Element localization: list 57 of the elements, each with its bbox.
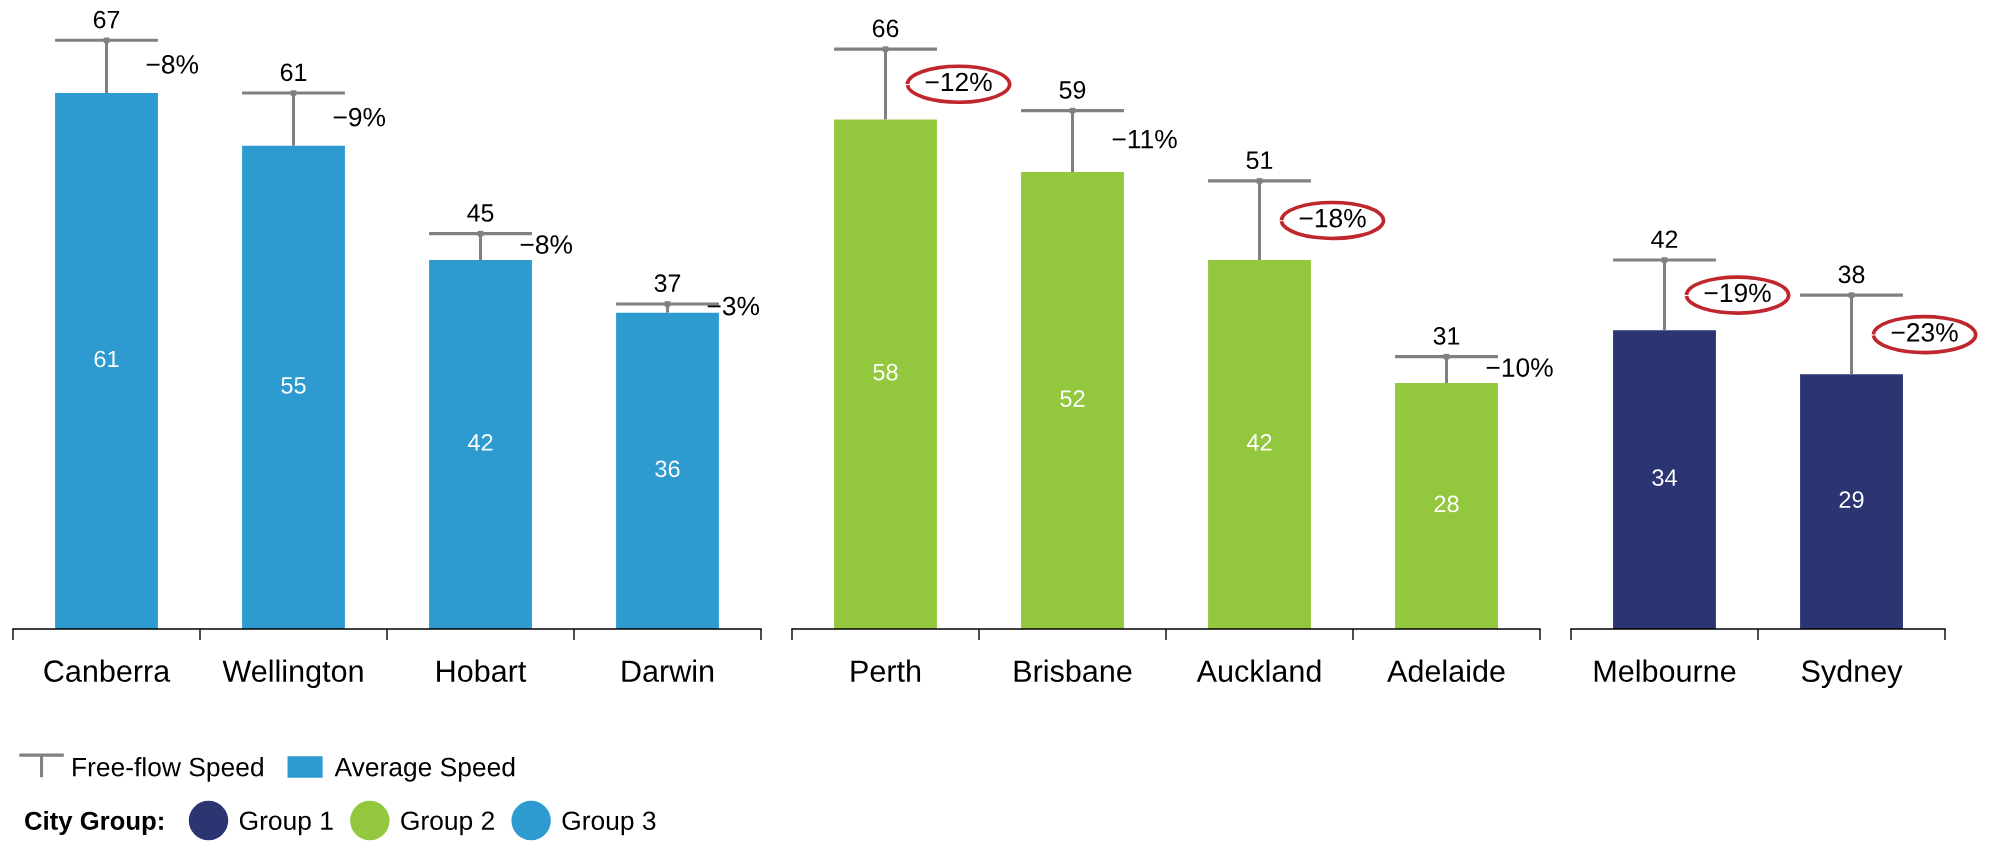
point xyxy=(664,301,671,307)
data-label: 45 xyxy=(467,204,494,222)
data-label: 42 xyxy=(467,434,493,451)
data-label: 67 xyxy=(93,10,120,29)
data-label: 34 xyxy=(1652,469,1677,486)
annotation: −19% xyxy=(1704,283,1771,303)
x-tick-label: Wellington xyxy=(222,659,363,689)
data-label: 52 xyxy=(1060,390,1085,407)
data-label: 28 xyxy=(1434,495,1459,513)
data-label: 38 xyxy=(1838,265,1865,284)
annotation: −18% xyxy=(1299,208,1366,228)
bar xyxy=(834,119,937,629)
text: Average Speed xyxy=(334,757,515,782)
data-label: 61 xyxy=(280,63,307,82)
bar xyxy=(242,145,345,629)
annotation: −10% xyxy=(1486,358,1553,377)
bar xyxy=(55,93,158,629)
data-label: 36 xyxy=(655,460,680,478)
data-label: 29 xyxy=(1839,491,1864,508)
data-label: 66 xyxy=(872,19,899,38)
annotation: −8% xyxy=(146,55,199,74)
x-tick-label: Melbourne xyxy=(1594,659,1736,682)
bar xyxy=(1208,259,1311,629)
bar xyxy=(1021,172,1124,629)
x-tick-label: Auckland xyxy=(1196,659,1321,682)
bar xyxy=(429,259,532,629)
data-label: 61 xyxy=(94,350,119,368)
annotation: −8% xyxy=(520,235,573,254)
legend-label: Group 1 xyxy=(239,811,333,836)
legend-label: Free-flow Speed xyxy=(73,757,263,782)
x-tick-label: Canberra xyxy=(44,659,171,682)
data-label: 59 xyxy=(1059,81,1086,99)
point xyxy=(1256,178,1263,184)
bar xyxy=(1395,382,1498,629)
legend-label: Group 2 xyxy=(401,811,494,836)
data-label: 51 xyxy=(1246,151,1273,170)
data-label: 42 xyxy=(1246,434,1272,451)
x-tick-label: Hobart xyxy=(437,659,527,682)
point xyxy=(882,46,889,52)
data-label: 37 xyxy=(654,274,681,293)
annotation: −23% xyxy=(1891,323,1958,342)
data-label: 31 xyxy=(1433,327,1460,345)
legend-label: Group 3 xyxy=(562,811,656,836)
x-tick-label: Darwin xyxy=(622,659,714,682)
x-tick-label: Brisbane xyxy=(1014,659,1132,682)
annotation: −12% xyxy=(925,72,992,92)
x-tick-label: Adelaide xyxy=(1387,659,1505,682)
data-label: 55 xyxy=(281,377,306,394)
x-tick-label: Perth xyxy=(851,659,921,682)
legend-title: City Group: xyxy=(25,811,163,835)
annotation: −9% xyxy=(333,107,386,127)
point xyxy=(290,90,297,96)
annotation: −11% xyxy=(1112,129,1177,149)
annotation: −3% xyxy=(707,296,760,316)
data-label: 42 xyxy=(1651,230,1678,248)
data-label: 58 xyxy=(873,363,898,381)
x-tick-label: Sydney xyxy=(1801,659,1903,689)
